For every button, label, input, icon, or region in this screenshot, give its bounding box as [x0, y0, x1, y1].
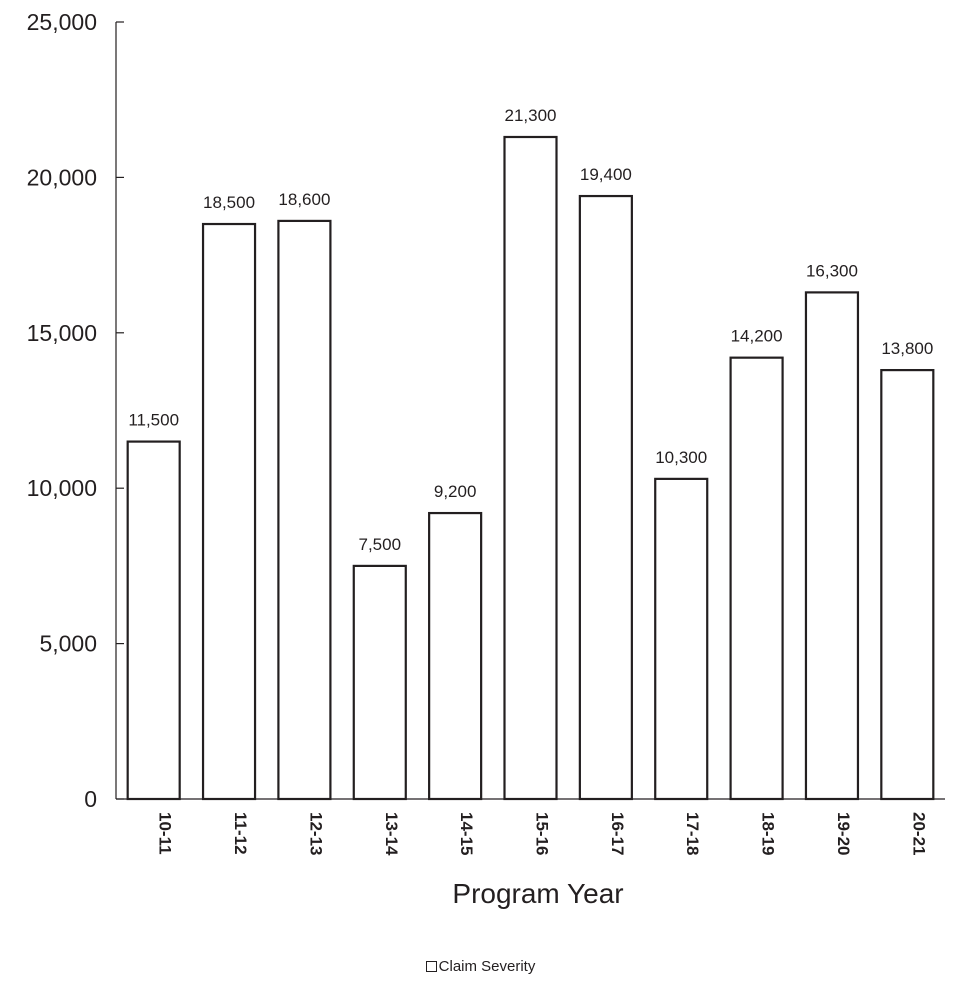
data-label: 19,400	[580, 165, 632, 184]
x-tick-label: 16-17	[608, 812, 627, 855]
data-labels: 11,500 18,500 18,600 7,500 9,200 21,300 19,400…	[128, 106, 933, 554]
y-axis-ticks: 0 5,000 10,000 15,000 20,000 25,000	[27, 9, 124, 812]
x-tick-label: 20-21	[909, 812, 928, 855]
y-tick-label: 20,000	[27, 164, 97, 190]
y-tick-label: 0	[84, 786, 97, 812]
bar	[804, 291, 860, 801]
legend: Claim Severity	[0, 958, 961, 976]
data-label: 11,500	[128, 411, 179, 430]
y-tick-label: 5,000	[39, 631, 97, 657]
x-axis: 10-11 11-12 12-13 13-14 14-15 15-16 16-17 17-18…	[116, 798, 945, 909]
data-label: 18,600	[278, 190, 330, 209]
data-label: 18,500	[203, 193, 255, 212]
data-label: 10,300	[655, 448, 707, 467]
y-tick-label: 10,000	[27, 475, 97, 501]
bar	[654, 477, 709, 801]
x-axis-category-labels: 10-11 11-12 12-13 13-14 14-15 15-16 16-17 17-18…	[156, 812, 929, 856]
bar-chart: 0 5,000 10,000 15,000 20,000 25,000 10-11 11-1…	[27, 9, 945, 909]
x-tick-label: 19-20	[834, 812, 853, 855]
bar	[880, 368, 935, 801]
y-tick-label: 25,000	[27, 9, 97, 35]
bar	[503, 135, 558, 801]
legend-label: Claim Severity	[438, 958, 536, 975]
bar	[352, 564, 407, 801]
bar	[277, 219, 332, 801]
x-tick-label: 11-12	[231, 812, 250, 855]
y-axis: 0 5,000 10,000 15,000 20,000 25,000	[27, 9, 124, 812]
data-label: 14,200	[731, 327, 783, 346]
bar-series	[126, 135, 935, 801]
data-label: 21,300	[505, 106, 557, 125]
data-label: 13,800	[881, 339, 933, 358]
data-label: 16,300	[806, 261, 858, 280]
y-tick-label: 15,000	[27, 320, 97, 346]
x-axis-title: Program Year	[452, 878, 623, 909]
x-tick-label: 18-19	[759, 812, 778, 855]
bar	[126, 440, 181, 801]
x-tick-label: 15-16	[533, 812, 552, 855]
bar	[201, 222, 257, 801]
x-tick-label: 10-11	[156, 812, 175, 855]
legend-swatch	[425, 961, 437, 972]
data-label: 9,200	[434, 482, 477, 501]
x-tick-label: 14-15	[457, 812, 476, 855]
data-label: 7,500	[358, 535, 401, 554]
bar	[428, 511, 483, 801]
x-tick-label: 13-14	[382, 812, 401, 856]
x-tick-label: 12-13	[306, 812, 325, 855]
bar	[729, 356, 784, 801]
x-tick-label: 17-18	[683, 812, 702, 855]
bar	[578, 194, 633, 801]
